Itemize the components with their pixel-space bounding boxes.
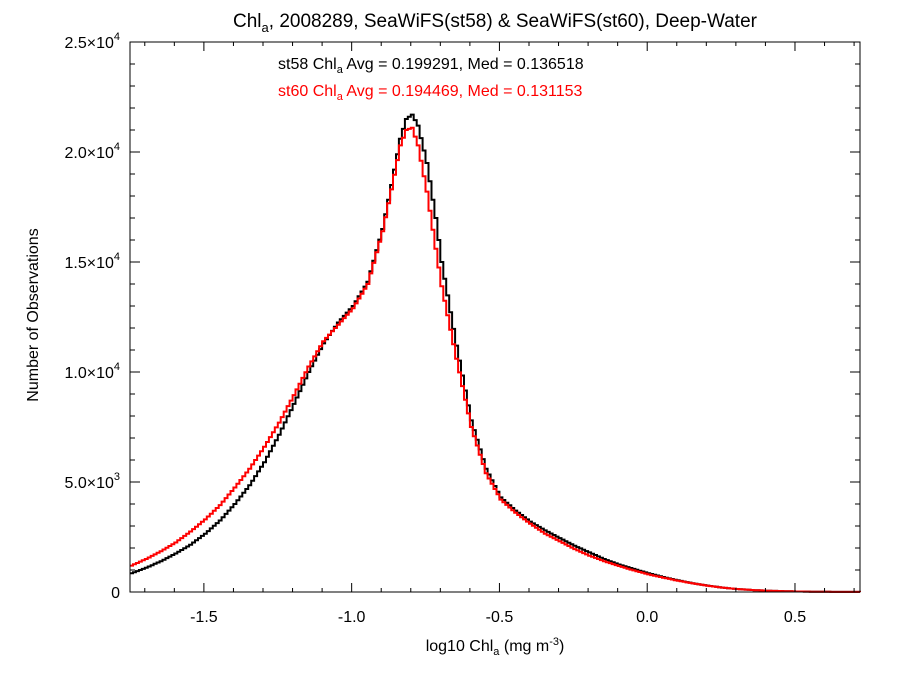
x-axis-label: log10 Chla (mg m-3) [426, 636, 565, 658]
y-tick-label: 5.0×103 [64, 471, 120, 492]
annotation-st58-stats: st58 Chla Avg = 0.199291, Med = 0.136518 [278, 56, 584, 76]
annotation-st60-stats: st60 Chla Avg = 0.194469, Med = 0.131153 [278, 83, 583, 103]
y-tick-label: 2.0×104 [64, 141, 120, 162]
series-layer [130, 113, 861, 593]
chart-title: Chla, 2008289, SeaWiFS(st58) & SeaWiFS(s… [233, 11, 758, 35]
series-st60-line [130, 126, 861, 593]
plot-frame [129, 41, 861, 593]
y-tick-label: 1.0×104 [64, 361, 120, 382]
x-tick-label: 0.5 [784, 609, 806, 626]
y-axis-label: Number of Observations [25, 228, 42, 401]
x-tick-label: 0.0 [636, 609, 658, 626]
x-tick-label: -1.5 [190, 609, 218, 626]
y-tick-label: 1.5×104 [64, 251, 120, 272]
y-tick-label: 2.5×104 [64, 31, 120, 52]
x-tick-label: -1.0 [338, 609, 366, 626]
tick-layer: -1.5 -1.0 -0.5 0.0 0.5 0 5.0×103 1.0×104 1.5×104… [64, 31, 860, 626]
y-tick-label: 0 [111, 585, 120, 602]
x-tick-label: -0.5 [486, 609, 514, 626]
